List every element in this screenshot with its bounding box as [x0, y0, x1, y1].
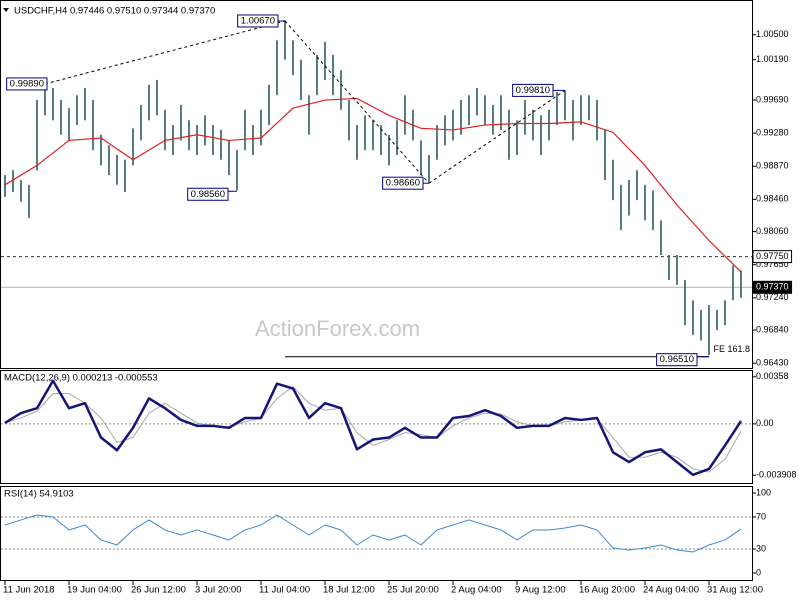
price-annotation-label: 0.98660: [386, 178, 420, 189]
x-tick-label: 11 Jul 04:00: [259, 585, 310, 596]
y-tick-label: 70: [756, 511, 766, 521]
y-tick-label: 0.00358: [756, 371, 789, 381]
moving-average: [4, 97, 742, 273]
x-tick-label: 9 Aug 12:00: [515, 585, 566, 596]
x-tick-label: 2 Aug 04:00: [451, 585, 502, 596]
menu-triangle: [3, 8, 9, 12]
y-tick-label: 0.96840: [756, 324, 789, 334]
chart-header: USDCHF,H4 0.97446 0.97510 0.97344 0.9737…: [14, 6, 215, 17]
price-line-label: 0.97750: [756, 251, 789, 261]
price-annotation-box: [187, 187, 229, 201]
y-tick-label: 0.00: [756, 418, 774, 428]
y-tick-label: 0.98060: [756, 226, 789, 236]
y-tick-label: 1.00190: [756, 54, 789, 64]
x-tick-label: 19 Jun 04:00: [67, 585, 122, 596]
indicator-line: [4, 386, 742, 473]
price-annotation-label: 0.99890: [10, 78, 44, 89]
macd-title: MACD(12,26,9) 0.000213 -0.000553: [4, 373, 158, 384]
rsi-title: RSI(14) 54.9103: [4, 489, 74, 500]
x-tick-label: 25 Jul 20:00: [387, 585, 439, 596]
x-tick-label: 24 Aug 04:00: [643, 585, 699, 596]
x-tick-label: 11 Jun 2018: [3, 585, 55, 596]
y-tick-label: 0.98870: [756, 161, 789, 171]
x-tick-label: 31 Aug 12:00: [707, 585, 763, 596]
price-line-label: 0.97370: [756, 282, 789, 292]
price-line-box: [752, 280, 793, 294]
price-annotation-label: 1.00670: [241, 15, 275, 26]
y-tick-label: -0.003908: [756, 470, 797, 480]
macd-panel-frame: [0, 370, 753, 484]
trend-line: [44, 20, 286, 85]
trend-line: [284, 20, 430, 184]
y-tick-label: 1.00500: [756, 29, 789, 39]
fe-label: FE 161.8: [713, 344, 750, 354]
rsi-panel-frame: [0, 486, 753, 581]
y-tick-label: 0.96430: [756, 358, 789, 368]
price-line-box: [752, 250, 793, 264]
price-annotation-label: 0.99810: [516, 85, 550, 96]
price-annotation-box: [6, 77, 48, 91]
y-tick-label: 0.98460: [756, 194, 789, 204]
y-tick-label: 30: [756, 543, 766, 553]
indicator-line: [4, 514, 742, 553]
x-tick-label: 16 Aug 20:00: [579, 585, 635, 596]
main-panel-frame: [0, 0, 753, 369]
indicator-line: [4, 379, 743, 477]
price-annotation-label: 0.96510: [660, 354, 694, 365]
price-annotation-box: [656, 353, 698, 367]
y-tick-label: 0.99280: [756, 128, 789, 138]
x-tick-label: 3 Jul 20:00: [195, 585, 241, 596]
price-annotation-label: 0.98560: [191, 189, 225, 200]
watermark: ActionForex.com: [255, 316, 420, 341]
x-tick-label: 18 Jul 12:00: [323, 585, 375, 596]
y-tick-label: 0.97240: [756, 292, 789, 302]
y-tick-label: 0.99690: [756, 94, 789, 104]
y-tick-label: 0.97650: [756, 259, 789, 269]
y-tick-label: 0: [756, 567, 761, 577]
y-tick-label: 100: [756, 487, 771, 497]
x-tick-label: 26 Jun 12:00: [131, 585, 186, 596]
